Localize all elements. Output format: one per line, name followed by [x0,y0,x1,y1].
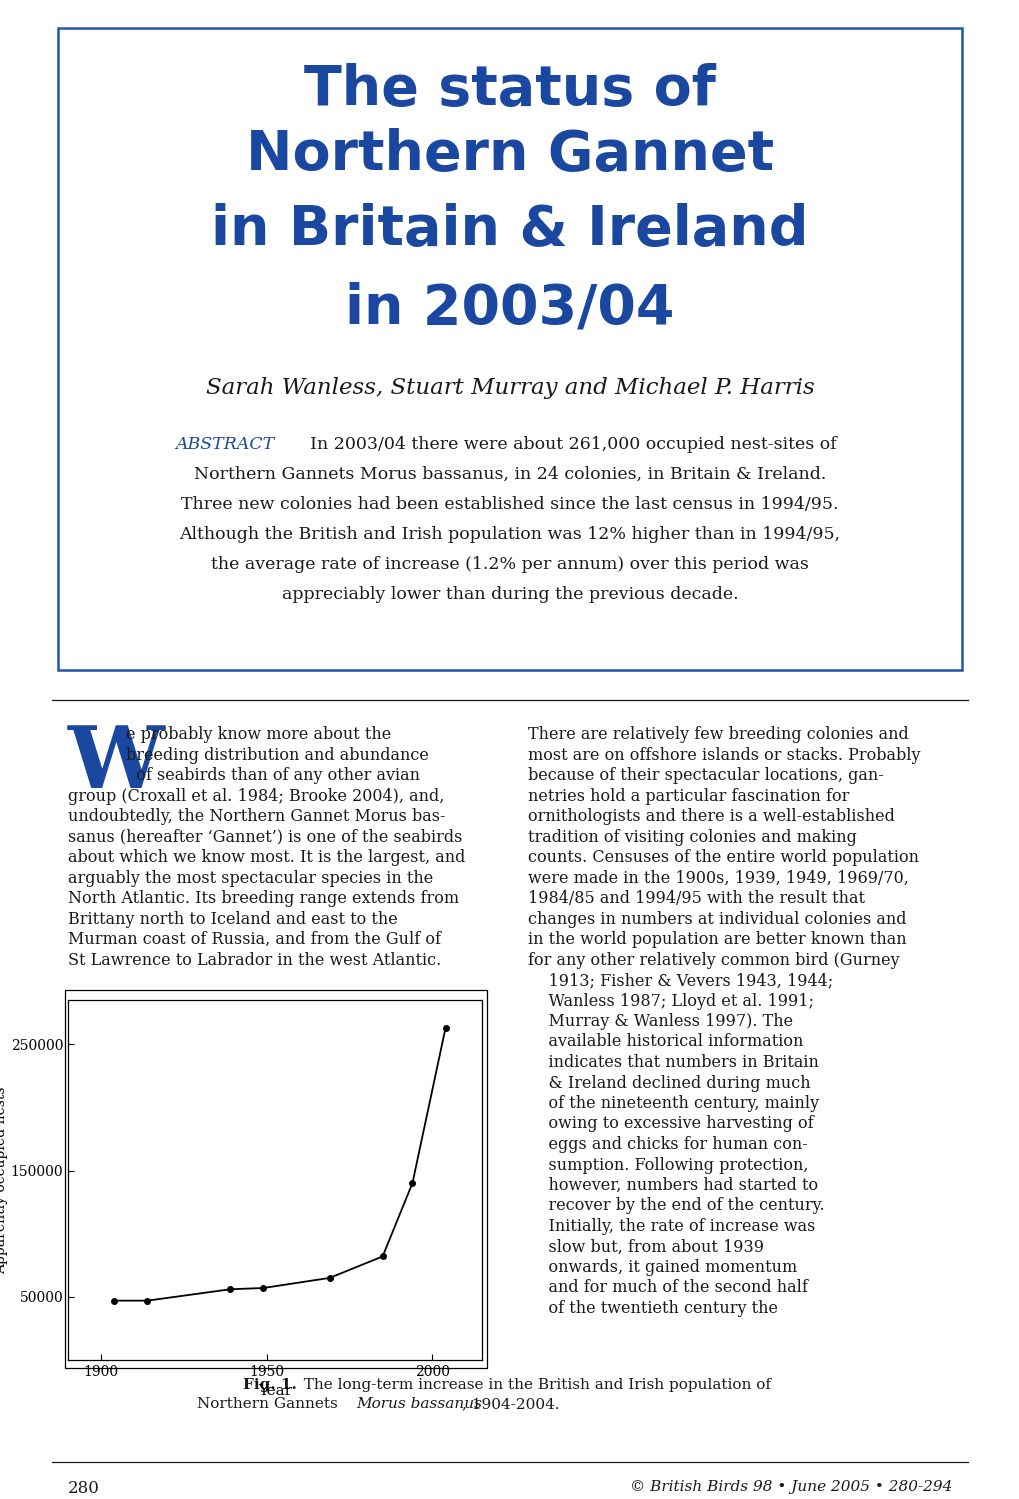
Text: because of their spectacular locations, gan-: because of their spectacular locations, … [528,767,882,784]
Text: 1984/85 and 1994/95 with the result that: 1984/85 and 1994/95 with the result that [528,890,864,907]
Text: e probably know more about the: e probably know more about the [126,726,391,744]
Text: in Britain & Ireland: in Britain & Ireland [211,202,808,256]
Text: onwards, it gained momentum: onwards, it gained momentum [528,1259,797,1276]
Text: Brittany north to Iceland and east to the: Brittany north to Iceland and east to th… [68,910,397,928]
Text: ABSTRACT: ABSTRACT [175,436,274,453]
Text: in the world population are better known than: in the world population are better known… [528,931,906,947]
Text: however, numbers had started to: however, numbers had started to [528,1177,817,1195]
Bar [58,28,961,670]
Text: 280: 280 [68,1480,100,1498]
Text: Murman coast of Russia, and from the Gulf of: Murman coast of Russia, and from the Gul… [68,931,440,947]
Text: tradition of visiting colonies and making: tradition of visiting colonies and makin… [528,829,856,845]
Bar [65,989,486,1369]
Text: owing to excessive harvesting of: owing to excessive harvesting of [528,1115,813,1133]
Text: Northern Gannets Morus bassanus, in 24 colonies, in Britain & Ireland.: Northern Gannets Morus bassanus, in 24 c… [194,466,825,483]
Text: for any other relatively common bird (Gurney: for any other relatively common bird (Gu… [528,952,899,968]
Text: There are relatively few breeding colonies and: There are relatively few breeding coloni… [528,726,908,744]
Text: Sarah Wanless, Stuart Murray and Michael P. Harris: Sarah Wanless, Stuart Murray and Michael… [206,378,813,399]
Text: of seabirds than of any other avian: of seabirds than of any other avian [126,767,420,784]
Text: Fig. 1.: Fig. 1. [243,1378,297,1393]
Text: sanus (hereafter ‘Gannet’) is one of the seabirds: sanus (hereafter ‘Gannet’) is one of the… [68,829,462,845]
Text: the average rate of increase (1.2% per annum) over this period was: the average rate of increase (1.2% per a… [211,556,808,573]
Text: Wanless 1987; Lloyd et al. 1991;: Wanless 1987; Lloyd et al. 1991; [528,992,813,1009]
Text: Northern Gannets: Northern Gannets [197,1397,342,1411]
Text: recover by the end of the century.: recover by the end of the century. [528,1198,823,1214]
Text: St Lawrence to Labrador in the west Atlantic.: St Lawrence to Labrador in the west Atla… [68,952,441,968]
Text: of the nineteenth century, mainly: of the nineteenth century, mainly [528,1094,818,1112]
Text: breeding distribution and abundance: breeding distribution and abundance [126,747,428,763]
Text: , 1904-2004.: , 1904-2004. [462,1397,559,1411]
Text: 1913; Fisher & Vevers 1943, 1944;: 1913; Fisher & Vevers 1943, 1944; [528,971,833,989]
Text: arguably the most spectacular species in the: arguably the most spectacular species in… [68,869,433,886]
Text: were made in the 1900s, 1939, 1949, 1969/70,: were made in the 1900s, 1939, 1949, 1969… [528,869,908,886]
Text: © British Birds 98 • June 2005 • 280-294: © British Birds 98 • June 2005 • 280-294 [629,1480,951,1495]
Text: sumption. Following protection,: sumption. Following protection, [528,1157,808,1174]
Text: North Atlantic. Its breeding range extends from: North Atlantic. Its breeding range exten… [68,890,459,907]
Text: about which we know most. It is the largest, and: about which we know most. It is the larg… [68,848,465,866]
Text: In 2003/04 there were about 261,000 occupied nest-sites of: In 2003/04 there were about 261,000 occu… [310,436,836,453]
Text: and for much of the second half: and for much of the second half [528,1280,807,1297]
Text: undoubtedly, the Northern Gannet Morus bas-: undoubtedly, the Northern Gannet Morus b… [68,808,445,824]
Text: changes in numbers at individual colonies and: changes in numbers at individual colonie… [528,910,906,928]
Text: available historical information: available historical information [528,1033,803,1051]
Text: Murray & Wanless 1997). The: Murray & Wanless 1997). The [528,1013,793,1030]
Text: ornithologists and there is a well-established: ornithologists and there is a well-estab… [528,808,894,824]
Text: & Ireland declined during much: & Ireland declined during much [528,1075,810,1091]
Text: most are on offshore islands or stacks. Probably: most are on offshore islands or stacks. … [528,747,919,763]
Text: The long-term increase in the British and Irish population of: The long-term increase in the British an… [293,1378,770,1393]
Text: Northern Gannet: Northern Gannet [246,127,773,181]
Text: of the twentieth century the: of the twentieth century the [528,1300,777,1318]
Text: W: W [68,723,165,806]
Text: eggs and chicks for human con-: eggs and chicks for human con- [528,1136,807,1153]
Y-axis label: Apparently occupied nests: Apparently occupied nests [0,1087,8,1274]
Text: group (Croxall et al. 1984; Brooke 2004), and,: group (Croxall et al. 1984; Brooke 2004)… [68,787,444,805]
Text: Three new colonies had been established since the last census in 1994/95.: Three new colonies had been established … [181,496,838,513]
Text: netries hold a particular fascination for: netries hold a particular fascination fo… [528,787,849,805]
Text: Initially, the rate of increase was: Initially, the rate of increase was [528,1219,814,1235]
Text: indicates that numbers in Britain: indicates that numbers in Britain [528,1054,818,1070]
Text: slow but, from about 1939: slow but, from about 1939 [528,1238,763,1256]
Text: appreciably lower than during the previous decade.: appreciably lower than during the previo… [281,586,738,603]
Text: Although the British and Irish population was 12% higher than in 1994/95,: Although the British and Irish populatio… [179,526,840,543]
Text: in 2003/04: in 2003/04 [345,280,674,334]
Text: The status of: The status of [304,63,715,117]
X-axis label: Year: Year [258,1385,291,1399]
Text: counts. Censuses of the entire world population: counts. Censuses of the entire world pop… [528,848,918,866]
Text: Morus bassanus: Morus bassanus [356,1397,482,1411]
